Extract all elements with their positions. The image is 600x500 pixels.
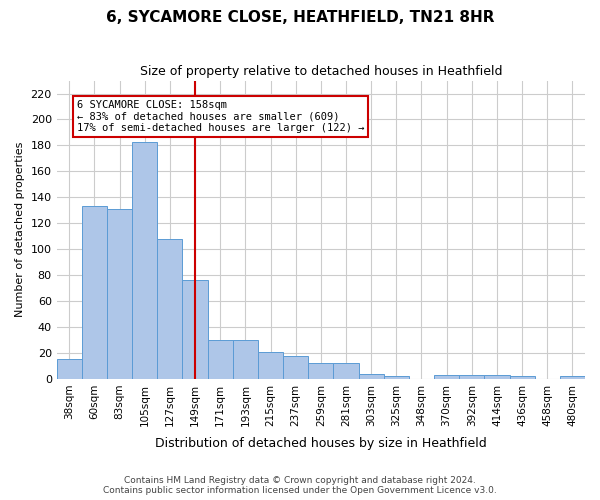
Bar [258,352,283,379]
Bar [560,376,585,379]
Bar [233,340,258,379]
Bar [132,142,157,379]
Text: Contains HM Land Registry data © Crown copyright and database right 2024.
Contai: Contains HM Land Registry data © Crown c… [103,476,497,495]
Bar [157,239,182,379]
Text: 6 SYCAMORE CLOSE: 158sqm
← 83% of detached houses are smaller (609)
17% of semi-: 6 SYCAMORE CLOSE: 158sqm ← 83% of detach… [77,100,364,133]
Bar [182,280,208,379]
Bar [459,375,484,379]
Bar [308,364,334,379]
Title: Size of property relative to detached houses in Heathfield: Size of property relative to detached ho… [140,65,502,78]
Bar [107,209,132,379]
Bar [359,374,384,379]
Bar [384,376,409,379]
Bar [82,206,107,379]
Bar [56,360,82,379]
Bar [334,364,359,379]
Bar [208,340,233,379]
Text: 6, SYCAMORE CLOSE, HEATHFIELD, TN21 8HR: 6, SYCAMORE CLOSE, HEATHFIELD, TN21 8HR [106,10,494,25]
Y-axis label: Number of detached properties: Number of detached properties [15,142,25,318]
Bar [283,356,308,379]
Bar [484,375,509,379]
X-axis label: Distribution of detached houses by size in Heathfield: Distribution of detached houses by size … [155,437,487,450]
Bar [434,375,459,379]
Bar [509,376,535,379]
